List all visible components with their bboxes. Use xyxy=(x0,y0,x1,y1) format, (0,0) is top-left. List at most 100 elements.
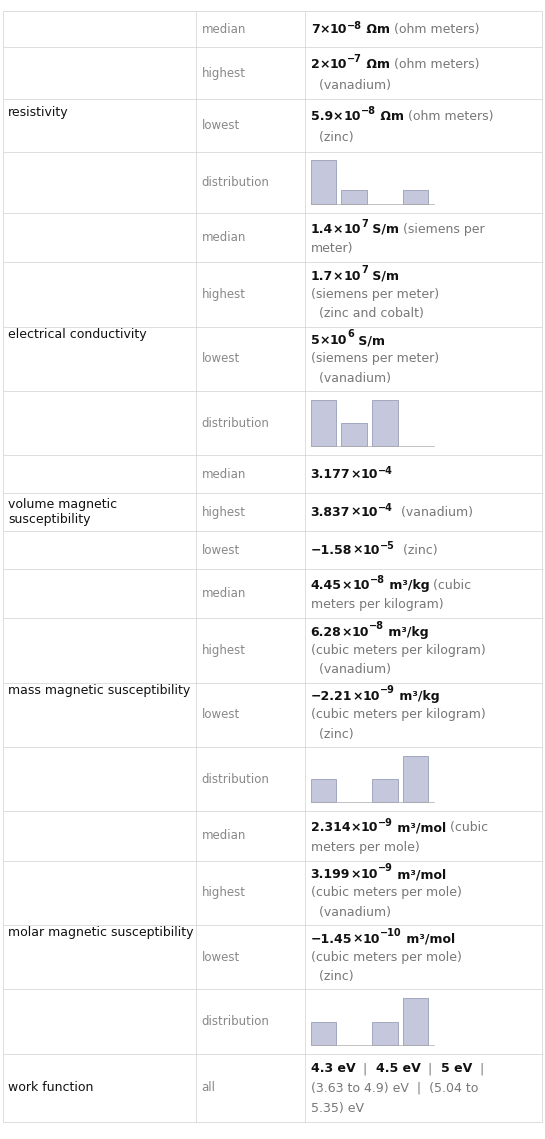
Text: −7: −7 xyxy=(347,55,362,64)
Text: 10: 10 xyxy=(330,23,347,35)
Text: 10: 10 xyxy=(352,626,370,639)
Text: meters per mole): meters per mole) xyxy=(311,841,420,854)
Text: lowest: lowest xyxy=(202,708,240,721)
Text: all: all xyxy=(202,1081,216,1095)
Text: (vanadium): (vanadium) xyxy=(311,663,391,677)
Text: median: median xyxy=(202,231,246,244)
Text: 5.35) eV: 5.35) eV xyxy=(311,1101,364,1115)
Text: 2: 2 xyxy=(311,58,319,71)
Text: ×: × xyxy=(319,23,330,35)
Text: 4.3 eV: 4.3 eV xyxy=(311,1063,355,1075)
Text: meter): meter) xyxy=(311,243,353,255)
Text: 5 eV: 5 eV xyxy=(440,1063,472,1075)
Text: 10: 10 xyxy=(361,821,378,834)
Bar xyxy=(372,400,397,446)
Text: ×: × xyxy=(350,868,361,882)
Text: lowest: lowest xyxy=(202,352,240,366)
Text: 7: 7 xyxy=(361,265,368,274)
Text: Ωm: Ωm xyxy=(376,110,404,123)
Text: ×: × xyxy=(352,933,362,945)
Text: m³/mol: m³/mol xyxy=(393,868,446,882)
Text: 10: 10 xyxy=(362,690,380,703)
Text: (vanadium): (vanadium) xyxy=(311,79,391,92)
Text: highest: highest xyxy=(202,506,246,518)
Text: highest: highest xyxy=(202,644,246,657)
Text: (vanadium): (vanadium) xyxy=(311,906,391,919)
Text: m³/mol: m³/mol xyxy=(393,821,446,834)
Bar xyxy=(342,190,367,204)
Text: |: | xyxy=(472,1063,484,1075)
Text: −8: −8 xyxy=(370,575,385,585)
Text: lowest: lowest xyxy=(202,951,240,964)
Text: 3.837: 3.837 xyxy=(311,506,350,518)
Text: median: median xyxy=(202,468,246,481)
Text: median: median xyxy=(202,587,246,600)
Text: −2.21: −2.21 xyxy=(311,690,352,703)
Bar xyxy=(403,756,428,802)
Text: lowest: lowest xyxy=(202,543,240,557)
Text: (siemens per: (siemens per xyxy=(398,223,485,236)
Text: ×: × xyxy=(350,821,361,834)
Text: −8: −8 xyxy=(370,621,384,631)
Text: −9: −9 xyxy=(380,686,395,695)
Bar xyxy=(403,999,428,1044)
Text: ×: × xyxy=(352,543,362,557)
Text: highest: highest xyxy=(202,67,246,80)
Text: 10: 10 xyxy=(361,506,378,518)
Text: m³/mol: m³/mol xyxy=(402,933,455,945)
Text: (cubic meters per kilogram): (cubic meters per kilogram) xyxy=(311,708,486,721)
Text: (ohm meters): (ohm meters) xyxy=(404,110,493,123)
Text: 1.4: 1.4 xyxy=(311,223,333,236)
Text: 6: 6 xyxy=(347,329,354,339)
Text: 4.45: 4.45 xyxy=(311,579,342,592)
Text: 4.5 eV: 4.5 eV xyxy=(376,1063,420,1075)
Text: |: | xyxy=(420,1063,440,1075)
Text: 10: 10 xyxy=(343,270,361,282)
Bar xyxy=(311,1022,336,1044)
Text: −5: −5 xyxy=(380,541,395,551)
Text: −8: −8 xyxy=(361,106,376,116)
Text: −4: −4 xyxy=(378,503,393,514)
Bar xyxy=(403,190,428,204)
Text: distribution: distribution xyxy=(202,417,270,429)
Text: ×: × xyxy=(350,468,361,481)
Text: median: median xyxy=(202,23,246,35)
Text: (ohm meters): (ohm meters) xyxy=(390,23,480,35)
Text: 10: 10 xyxy=(330,335,347,347)
Bar xyxy=(372,1022,397,1044)
Text: 7: 7 xyxy=(311,23,319,35)
Text: (3.63 to 4.9) eV  |  (5.04 to: (3.63 to 4.9) eV | (5.04 to xyxy=(311,1081,478,1095)
Text: −10: −10 xyxy=(380,928,402,937)
Bar xyxy=(311,779,336,802)
Text: −4: −4 xyxy=(378,466,393,476)
Text: S/m: S/m xyxy=(354,335,385,347)
Text: (zinc and cobalt): (zinc and cobalt) xyxy=(311,308,423,320)
Text: (zinc): (zinc) xyxy=(311,970,353,983)
Text: molar magnetic susceptibility: molar magnetic susceptibility xyxy=(8,926,193,939)
Text: (cubic: (cubic xyxy=(429,579,471,592)
Text: ×: × xyxy=(319,58,330,71)
Text: (siemens per meter): (siemens per meter) xyxy=(311,288,439,301)
Text: −8: −8 xyxy=(347,21,362,31)
Text: (vanadium): (vanadium) xyxy=(393,506,473,518)
Text: m³/kg: m³/kg xyxy=(384,626,429,639)
Text: 2.314: 2.314 xyxy=(311,821,350,834)
Text: ×: × xyxy=(319,335,330,347)
Text: (cubic: (cubic xyxy=(446,821,488,834)
Text: (cubic meters per kilogram): (cubic meters per kilogram) xyxy=(311,644,486,657)
Text: ×: × xyxy=(333,223,343,236)
Text: (cubic meters per mole): (cubic meters per mole) xyxy=(311,886,462,900)
Text: −1.45: −1.45 xyxy=(311,933,352,945)
Text: Ωm: Ωm xyxy=(362,58,390,71)
Text: (zinc): (zinc) xyxy=(311,131,353,144)
Bar xyxy=(311,161,336,204)
Text: lowest: lowest xyxy=(202,118,240,132)
Text: 10: 10 xyxy=(330,58,347,71)
Text: 1.7: 1.7 xyxy=(311,270,333,282)
Text: highest: highest xyxy=(202,288,246,301)
Text: 5.9: 5.9 xyxy=(311,110,333,123)
Text: −1.58: −1.58 xyxy=(311,543,352,557)
Text: distribution: distribution xyxy=(202,772,270,786)
Text: distribution: distribution xyxy=(202,1015,270,1029)
Text: 10: 10 xyxy=(343,110,361,123)
